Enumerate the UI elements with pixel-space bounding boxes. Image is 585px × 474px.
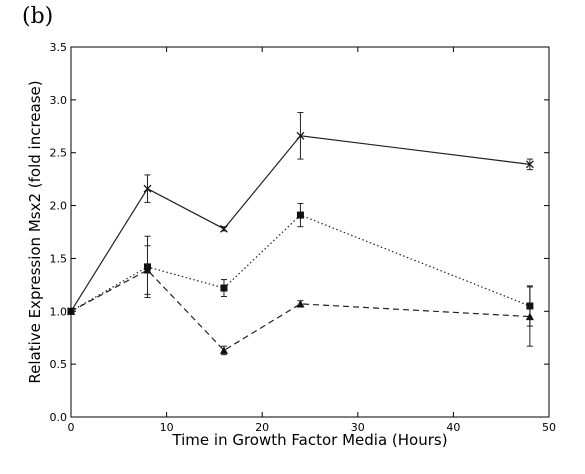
series-1-point-2 <box>220 224 228 233</box>
series-2-point-3 <box>296 211 304 219</box>
y-tick-label-1: 0.5 <box>50 358 68 371</box>
x-axis-label: Time in Growth Factor Media (Hours) <box>171 431 447 449</box>
series-2-line <box>70 214 531 312</box>
series-3-point-3 <box>296 299 305 308</box>
series-1-point-3 <box>296 131 305 140</box>
y-tick-label-7: 3.5 <box>50 41 68 54</box>
x-tick-label-5: 50 <box>542 421 556 434</box>
series-1-point-1 <box>143 184 152 193</box>
y-tick-label-5: 2.5 <box>50 147 68 160</box>
y-tick-label-3: 1.5 <box>50 252 68 265</box>
x-tick-label-0: 0 <box>68 421 75 434</box>
x-tick-label-2: 20 <box>255 421 269 434</box>
panel-label: (b) <box>22 4 54 29</box>
y-tick-label-6: 3.0 <box>50 94 68 107</box>
series-3-point-1 <box>143 266 152 274</box>
series-3-point-2 <box>219 346 228 354</box>
x-tick-label-4: 40 <box>446 421 460 434</box>
series-3-point-4 <box>525 312 534 321</box>
plot-area-frame <box>70 46 550 418</box>
y-tick-label-0: 0.0 <box>50 411 68 424</box>
series-3-line <box>70 269 530 352</box>
series-2-point-2 <box>220 284 228 292</box>
y-tick-label-4: 2.0 <box>50 200 68 213</box>
x-tick-label-3: 30 <box>351 421 365 434</box>
y-axis-label: Relative Expression Msx2 (fold increase) <box>26 80 44 383</box>
series-1-point-4 <box>525 160 534 169</box>
y-tick-label-2: 1.0 <box>50 305 68 318</box>
x-tick-label-1: 10 <box>160 421 174 434</box>
